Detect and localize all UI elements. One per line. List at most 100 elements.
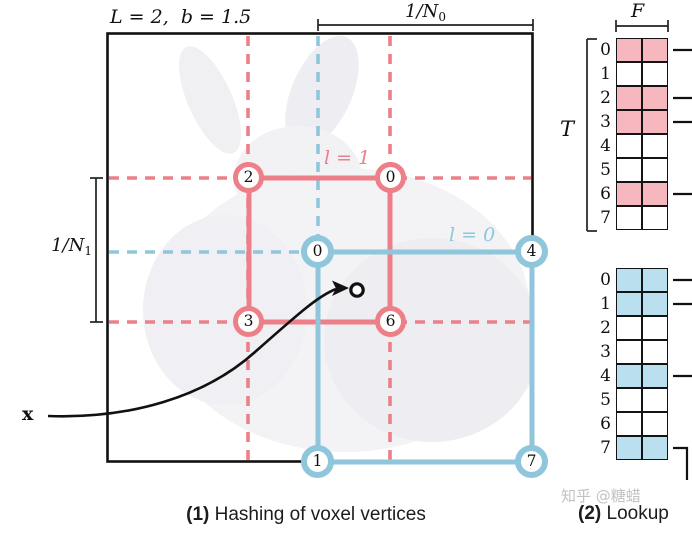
row-index-label: 4 <box>600 136 611 156</box>
row-index-label: 3 <box>600 342 611 362</box>
feature-cell <box>616 206 642 230</box>
vertex-blue-7: 7 <box>515 445 548 478</box>
level1-label: l = 1 <box>324 147 371 169</box>
vertex-blue-1: 1 <box>301 445 334 478</box>
feature-cell <box>616 340 642 364</box>
caption-1-number: (1) <box>186 504 210 525</box>
n1-base: 1/N <box>51 235 85 256</box>
feature-dim-f-label: F <box>631 0 645 22</box>
feature-cell <box>616 364 642 388</box>
feature-cell <box>616 38 642 62</box>
grid-dashed-lines <box>109 36 531 460</box>
row-index-label: 5 <box>600 390 611 410</box>
vertex-red-3: 3 <box>233 306 264 337</box>
feature-cell <box>616 268 642 292</box>
red-table-connectors <box>673 48 692 196</box>
table-row: 4 <box>595 134 668 158</box>
query-arrow <box>47 280 349 418</box>
table-row: 3 <box>595 340 668 364</box>
feature-cell <box>642 182 668 206</box>
row-index-label: 2 <box>600 88 611 108</box>
feature-cell <box>642 62 668 86</box>
table-row: 7 <box>595 206 668 230</box>
n0-bracket <box>317 19 534 31</box>
feature-cell <box>642 292 668 316</box>
feature-cell <box>616 110 642 134</box>
blue-table-connectors <box>673 278 692 480</box>
t-bracket <box>586 38 597 232</box>
row-index-label: 0 <box>600 270 611 290</box>
level0-label: l = 0 <box>449 224 496 246</box>
caption-2: (2) Lookup <box>578 503 669 525</box>
caption-1: (1) Hashing of voxel vertices <box>150 504 462 526</box>
f-bracket <box>615 20 669 32</box>
n0-sub: 0 <box>438 10 446 24</box>
feature-cell <box>616 436 642 460</box>
x-input-label: x <box>22 403 34 425</box>
feature-cell <box>616 158 642 182</box>
vertex-red-2: 2 <box>233 162 264 193</box>
table-row: 5 <box>595 158 668 182</box>
table-row: 1 <box>595 62 668 86</box>
row-index-label: 4 <box>600 366 611 386</box>
feature-cell <box>616 292 642 316</box>
row-index-label: 7 <box>600 438 611 458</box>
table-row: 7 <box>595 436 668 460</box>
table-row: 1 <box>595 292 668 316</box>
feature-cell <box>616 388 642 412</box>
vertex-red-0: 0 <box>375 162 406 193</box>
feature-cell <box>642 110 668 134</box>
table-row: 0 <box>595 268 668 292</box>
feature-cell <box>642 158 668 182</box>
hash-table-level1: 0 1 2 3 4 5 6 7 <box>595 38 668 230</box>
hash-table-level0: 0 1 2 3 4 5 6 7 <box>595 268 668 460</box>
feature-cell <box>642 86 668 110</box>
caption-1-text: Hashing of voxel vertices <box>209 504 426 525</box>
level0-voxel-edges <box>315 249 535 465</box>
vertex-red-6: 6 <box>375 306 406 337</box>
row-index-label: 6 <box>600 414 611 434</box>
feature-cell <box>616 412 642 436</box>
feature-cell <box>642 206 668 230</box>
feature-cell <box>616 182 642 206</box>
cell-width-n1-label: 1/N1 <box>28 235 92 258</box>
feature-cell <box>642 268 668 292</box>
params-label: L = 2, b = 1.5 <box>110 6 252 28</box>
caption-2-number: (2) <box>578 503 602 524</box>
row-index-label: 7 <box>600 208 611 228</box>
feature-cell <box>642 38 668 62</box>
caption-2-text: Lookup <box>601 503 669 524</box>
row-index-label: 5 <box>600 160 611 180</box>
table-row: 2 <box>595 86 668 110</box>
row-index-label: 1 <box>600 64 611 84</box>
feature-cell <box>642 340 668 364</box>
bunny-image <box>143 35 532 452</box>
n0-base: 1/N <box>405 1 439 22</box>
query-point <box>349 282 365 298</box>
table-row: 0 <box>595 38 668 62</box>
table-row: 6 <box>595 182 668 206</box>
vertex-blue-0: 0 <box>301 235 334 268</box>
feature-cell <box>642 388 668 412</box>
table-row: 3 <box>595 110 668 134</box>
row-index-label: 6 <box>600 184 611 204</box>
table-row: 4 <box>595 364 668 388</box>
row-index-label: 3 <box>600 112 611 132</box>
table-size-t-label: T <box>560 117 575 141</box>
row-index-label: 2 <box>600 318 611 338</box>
table-row: 5 <box>595 388 668 412</box>
cell-width-n0-label: 1/N0 <box>368 1 483 24</box>
table-row: 2 <box>595 316 668 340</box>
feature-cell <box>616 86 642 110</box>
n1-sub: 1 <box>84 244 92 258</box>
n1-bracket <box>90 177 103 323</box>
feature-cell <box>642 364 668 388</box>
feature-cell <box>616 316 642 340</box>
feature-cell <box>616 62 642 86</box>
row-index-label: 0 <box>600 40 611 60</box>
feature-cell <box>642 412 668 436</box>
row-index-label: 1 <box>600 294 611 314</box>
feature-cell <box>642 436 668 460</box>
